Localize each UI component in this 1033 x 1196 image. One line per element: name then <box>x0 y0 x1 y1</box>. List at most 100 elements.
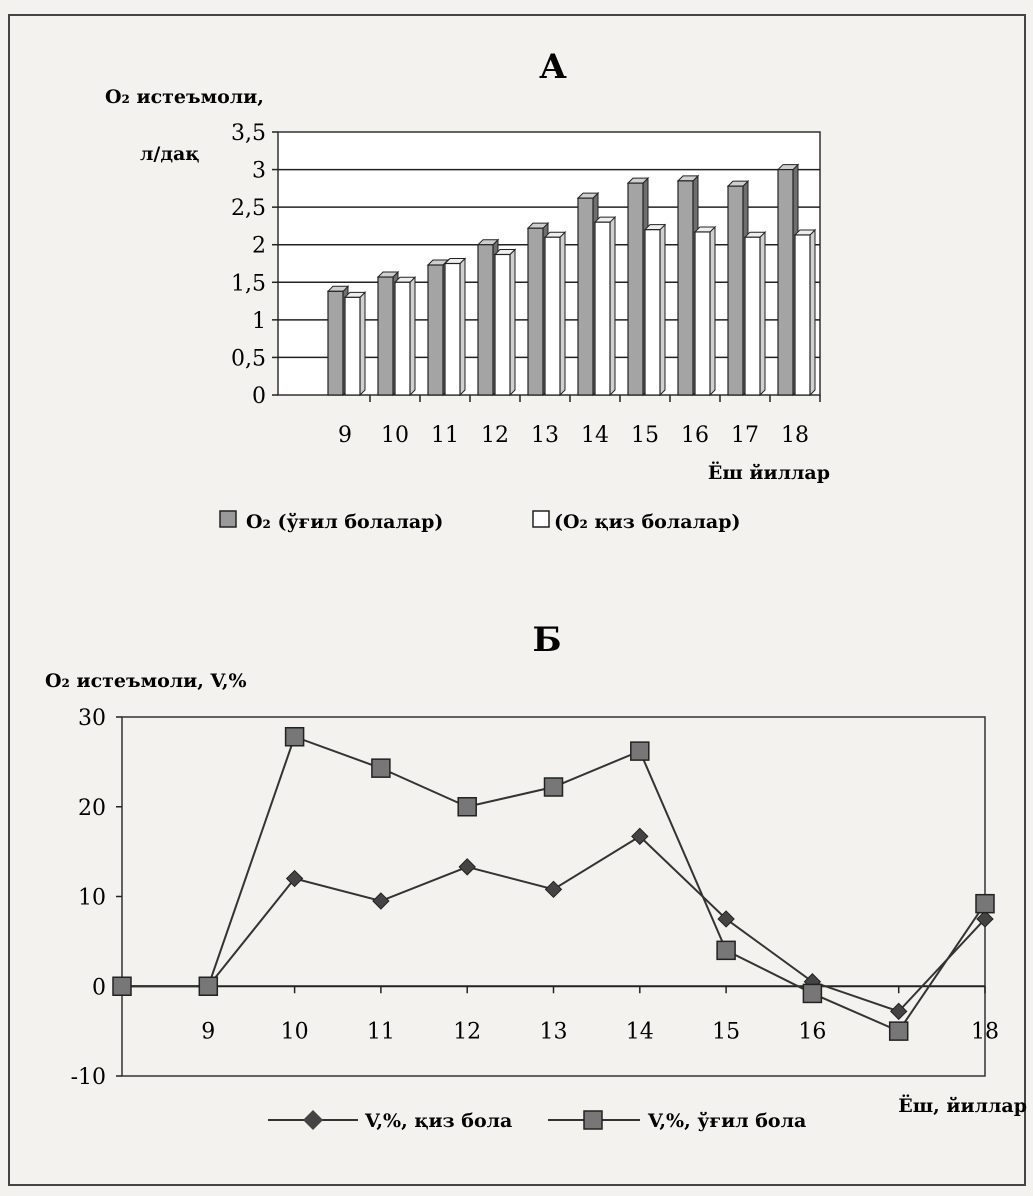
chart-b-ytick-label: 10 <box>78 886 106 911</box>
bar-side <box>459 257 466 397</box>
chart-a-xtick-label: 13 <box>531 423 559 448</box>
point-boys <box>457 797 477 817</box>
chart-b-ytick-label: 20 <box>78 796 106 821</box>
chart-b-ytick-label: 0 <box>92 975 106 1000</box>
point-girls <box>631 827 649 846</box>
bar-boys <box>377 276 394 396</box>
point-girls <box>889 1002 908 1021</box>
point-boys <box>371 758 391 778</box>
bar-girls <box>594 221 611 396</box>
point-girls <box>717 910 735 928</box>
point-girls <box>372 892 390 910</box>
chart-a-ytick-label: 3 <box>252 159 266 184</box>
chart-a-ytick-label: 0,5 <box>231 346 266 371</box>
chart-b-xtick-label: 14 <box>626 1019 654 1044</box>
bar-girls <box>644 229 661 396</box>
bar-boys <box>427 264 444 396</box>
point-girls <box>285 869 304 888</box>
chart-b-legend-marker-diamond <box>303 1110 323 1130</box>
bar-side <box>509 248 516 397</box>
chart-b-xtick-label: 16 <box>798 1019 826 1044</box>
bar-girls <box>444 262 461 396</box>
point-boys <box>888 1021 909 1041</box>
figure-frame <box>8 14 1026 1186</box>
chart-a-legend-swatch-girls <box>532 510 550 528</box>
bar-side <box>609 215 616 397</box>
chart-a-ylabel-line2: л/дақ <box>140 143 199 165</box>
chart-a-ytick-label: 1,5 <box>231 271 266 296</box>
bar-side <box>359 291 366 397</box>
point-boys <box>802 983 823 1004</box>
chart-b-xtick-label: 12 <box>453 1019 481 1044</box>
point-girls <box>976 910 994 928</box>
point-boys <box>112 976 132 996</box>
chart-a-ytick-label: 2,5 <box>231 196 266 221</box>
bar-boys <box>577 197 594 396</box>
bar-girls <box>344 296 361 396</box>
bar-side <box>709 225 716 397</box>
chart-a-xtick-label: 9 <box>338 423 352 448</box>
bar-girls <box>794 234 811 396</box>
chart-a-plot-area: 0 0,5 1 1,5 2 2,5 3 3,5 9 10 11 12 13 14 15 16 17 18 <box>231 121 821 448</box>
chart-a-ytick-label: 2 <box>252 234 266 259</box>
chart-b-plot-area: -10 0 10 20 30 9 10 11 12 13 14 15 16 18 <box>71 706 999 1090</box>
chart-b-xtick-label: 9 <box>201 1019 215 1044</box>
chart-a-xtick-label: 17 <box>731 423 759 448</box>
bar-boys <box>777 168 794 396</box>
point-boys <box>716 940 736 961</box>
bar-boys <box>677 180 694 396</box>
point-boys <box>198 976 219 996</box>
chart-b-xtick-label: 10 <box>281 1019 309 1044</box>
bar-girls <box>544 236 561 396</box>
chart-a-xtick-label: 14 <box>581 423 609 448</box>
chart-b-legend-label-boys: V,%, ўғил бола <box>647 1110 806 1132</box>
bar-side <box>559 230 566 397</box>
chart-b-ytick-label: 30 <box>78 706 106 731</box>
chart-a-title: А <box>539 47 567 87</box>
chart-a-xlabel: Ёш йиллар <box>708 461 830 484</box>
chart-b-ylabel: О₂ истеъмоли, V,% <box>45 670 247 692</box>
point-girls <box>544 880 563 899</box>
bar-side <box>409 276 416 397</box>
bar-girls <box>494 253 511 396</box>
bar-boys <box>527 227 544 396</box>
bar-girls <box>744 236 761 396</box>
chart-a-xtick-label: 16 <box>681 423 709 448</box>
chart-b-xtick-label: 11 <box>367 1019 395 1044</box>
chart-a-ylabel-line1: О₂ истеъмоли, <box>105 86 264 108</box>
chart-a-legend-label-girls: (О₂ қиз болалар) <box>554 511 740 533</box>
chart-a-ytick-label: 3,5 <box>231 121 266 146</box>
point-girls <box>458 858 476 876</box>
chart-b-title: Б <box>532 620 561 660</box>
bar-boys <box>727 185 744 396</box>
chart-b-xtick-label: 18 <box>971 1019 999 1044</box>
point-boys <box>975 893 995 914</box>
chart-b-legend-label-girls: V,%, қиз бола <box>364 1110 512 1132</box>
chart-a-ytick-label: 0 <box>252 384 266 409</box>
chart-a-xtick-label: 18 <box>781 423 809 448</box>
bar-boys <box>477 244 494 396</box>
point-boys <box>630 741 650 761</box>
point-boys <box>284 726 305 747</box>
chart-a-ytick-label: 1 <box>252 309 266 334</box>
bar-side <box>759 230 766 397</box>
chart-b-ytick-label: -10 <box>71 1065 106 1090</box>
bar-boys <box>627 182 644 396</box>
chart-a-legend-swatch-boys <box>219 510 237 528</box>
point-boys <box>543 777 564 797</box>
bar-side <box>659 223 666 397</box>
chart-a-legend-label-boys: О₂ (ўғил болалар) <box>246 511 443 533</box>
bar-boys <box>327 290 344 396</box>
chart-b-xtick-label: 15 <box>712 1019 740 1044</box>
chart-b-xlabel: Ёш, йиллар <box>898 1094 1027 1117</box>
chart-b-legend-marker-square <box>583 1110 603 1130</box>
bar-girls <box>694 231 711 396</box>
bar-side <box>809 228 816 397</box>
chart-a-xtick-label: 10 <box>381 423 409 448</box>
chart-b-xtick-label: 13 <box>540 1019 568 1044</box>
chart-a-xtick-label: 12 <box>481 423 509 448</box>
chart-a-xtick-label: 15 <box>631 423 659 448</box>
bar-girls <box>394 281 411 396</box>
